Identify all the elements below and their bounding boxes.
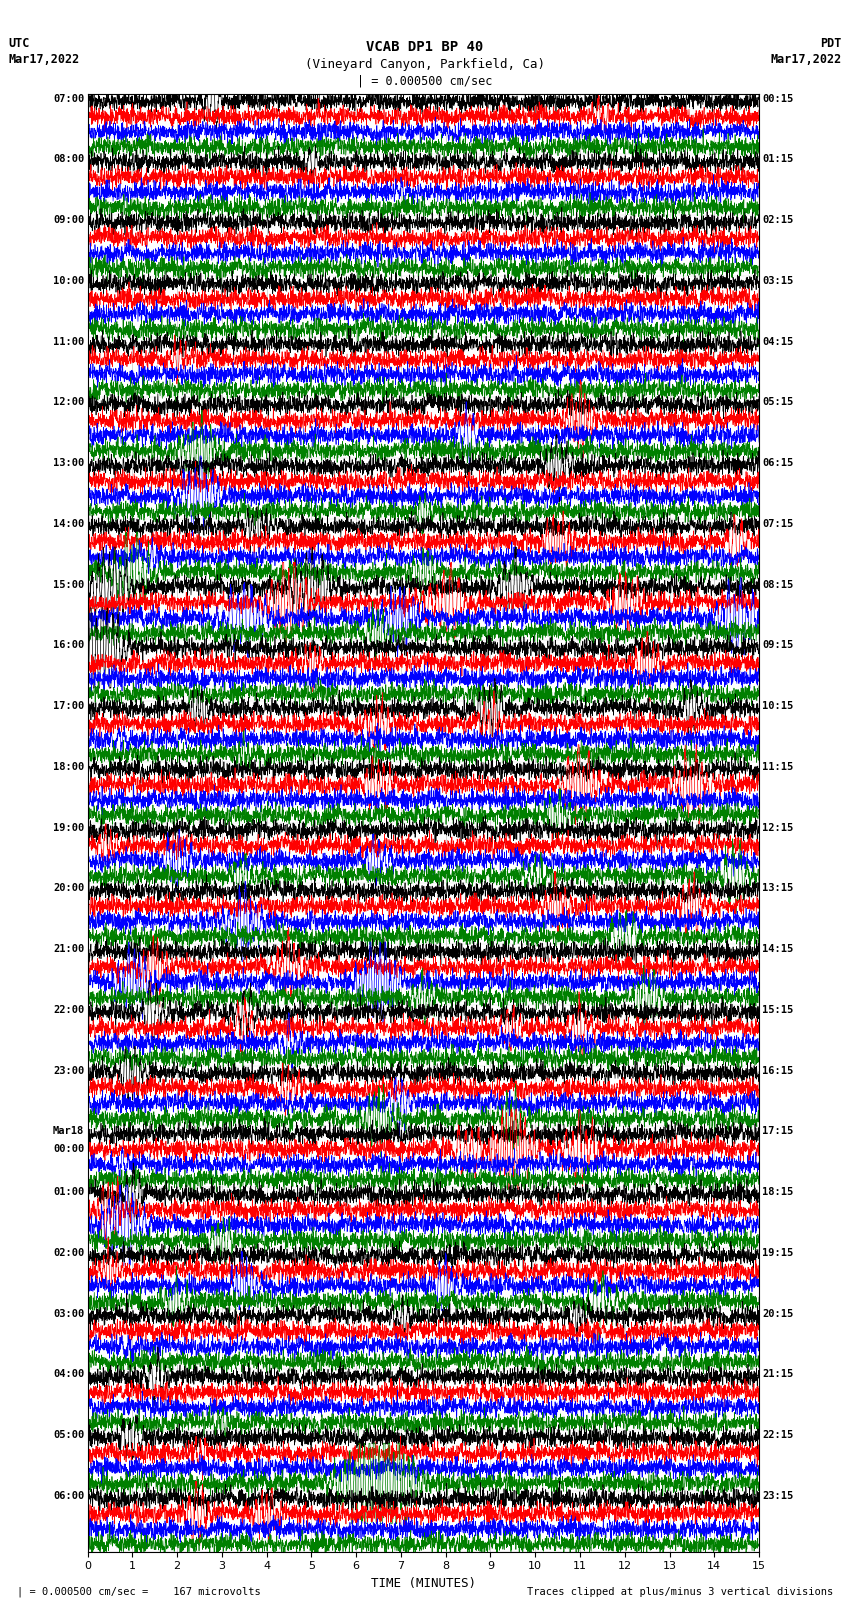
Text: 17:15: 17:15: [762, 1126, 794, 1137]
Text: UTC: UTC: [8, 37, 30, 50]
Text: 08:15: 08:15: [762, 579, 794, 590]
Text: Mar17,2022: Mar17,2022: [8, 53, 80, 66]
Text: 21:15: 21:15: [762, 1369, 794, 1379]
Text: 15:15: 15:15: [762, 1005, 794, 1015]
Text: 05:00: 05:00: [53, 1431, 84, 1440]
Text: 18:00: 18:00: [53, 761, 84, 773]
Text: 00:15: 00:15: [762, 94, 794, 103]
Text: 01:00: 01:00: [53, 1187, 84, 1197]
Text: 12:15: 12:15: [762, 823, 794, 832]
Text: 00:00: 00:00: [53, 1144, 84, 1153]
Text: 09:15: 09:15: [762, 640, 794, 650]
Text: 01:15: 01:15: [762, 155, 794, 165]
Text: 22:00: 22:00: [53, 1005, 84, 1015]
Text: 05:15: 05:15: [762, 397, 794, 408]
Text: 14:00: 14:00: [53, 519, 84, 529]
Text: 02:00: 02:00: [53, 1248, 84, 1258]
Text: 15:00: 15:00: [53, 579, 84, 590]
X-axis label: TIME (MINUTES): TIME (MINUTES): [371, 1578, 476, 1590]
Text: 03:15: 03:15: [762, 276, 794, 286]
Text: 22:15: 22:15: [762, 1431, 794, 1440]
Text: 09:00: 09:00: [53, 215, 84, 226]
Text: 23:00: 23:00: [53, 1066, 84, 1076]
Text: 16:00: 16:00: [53, 640, 84, 650]
Text: 08:00: 08:00: [53, 155, 84, 165]
Text: PDT: PDT: [820, 37, 842, 50]
Text: 11:15: 11:15: [762, 761, 794, 773]
Text: 19:15: 19:15: [762, 1248, 794, 1258]
Text: | = 0.000500 cm/sec =    167 microvolts: | = 0.000500 cm/sec = 167 microvolts: [17, 1587, 261, 1597]
Text: 06:00: 06:00: [53, 1490, 84, 1502]
Text: 06:15: 06:15: [762, 458, 794, 468]
Text: 18:15: 18:15: [762, 1187, 794, 1197]
Text: 07:15: 07:15: [762, 519, 794, 529]
Text: 20:00: 20:00: [53, 884, 84, 894]
Text: 12:00: 12:00: [53, 397, 84, 408]
Text: 13:15: 13:15: [762, 884, 794, 894]
Text: | = 0.000500 cm/sec: | = 0.000500 cm/sec: [357, 74, 493, 87]
Text: 16:15: 16:15: [762, 1066, 794, 1076]
Text: 11:00: 11:00: [53, 337, 84, 347]
Text: 10:00: 10:00: [53, 276, 84, 286]
Text: 07:00: 07:00: [53, 94, 84, 103]
Text: 23:15: 23:15: [762, 1490, 794, 1502]
Text: 20:15: 20:15: [762, 1308, 794, 1319]
Text: 19:00: 19:00: [53, 823, 84, 832]
Text: 21:00: 21:00: [53, 944, 84, 955]
Text: 04:00: 04:00: [53, 1369, 84, 1379]
Text: Traces clipped at plus/minus 3 vertical divisions: Traces clipped at plus/minus 3 vertical …: [527, 1587, 833, 1597]
Text: 04:15: 04:15: [762, 337, 794, 347]
Text: Mar17,2022: Mar17,2022: [770, 53, 842, 66]
Text: 13:00: 13:00: [53, 458, 84, 468]
Text: 02:15: 02:15: [762, 215, 794, 226]
Text: 14:15: 14:15: [762, 944, 794, 955]
Text: 10:15: 10:15: [762, 702, 794, 711]
Text: 17:00: 17:00: [53, 702, 84, 711]
Text: VCAB DP1 BP 40: VCAB DP1 BP 40: [366, 40, 484, 53]
Text: (Vineyard Canyon, Parkfield, Ca): (Vineyard Canyon, Parkfield, Ca): [305, 58, 545, 71]
Text: 03:00: 03:00: [53, 1308, 84, 1319]
Text: Mar18: Mar18: [53, 1126, 84, 1137]
